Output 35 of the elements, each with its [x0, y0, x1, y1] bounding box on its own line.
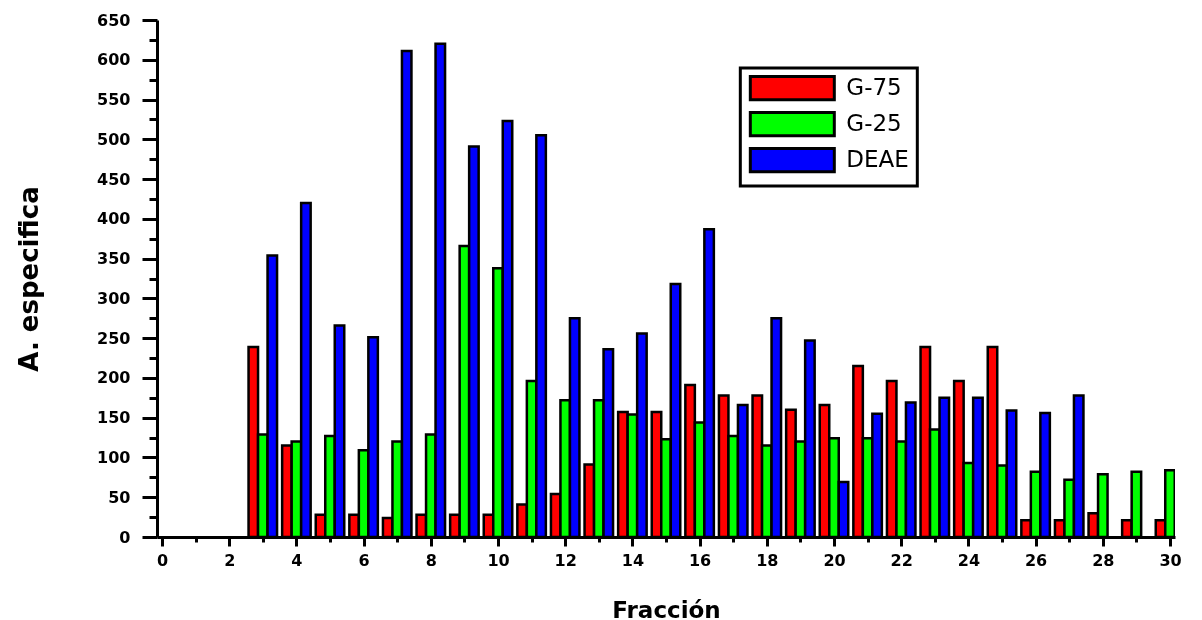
y-tick-label: 550 [97, 90, 131, 110]
x-tick-label: 6 [358, 550, 370, 570]
y-tick-label: 500 [97, 129, 131, 149]
y-tick-label: 650 [97, 10, 131, 30]
x-tick-label: 0 [156, 550, 169, 570]
legend-label: DEAE [846, 146, 909, 173]
x-tick-label: 2 [224, 550, 236, 570]
legend-label: G-25 [846, 110, 902, 137]
y-tick-label: 150 [97, 408, 131, 428]
y-tick-label: 200 [97, 368, 131, 388]
y-tick-label: 400 [97, 209, 131, 229]
x-tick-label: 18 [756, 550, 779, 570]
x-tick-label: 4 [291, 550, 303, 570]
y-tick-label: 450 [97, 169, 131, 189]
x-tick-label: 22 [890, 550, 913, 570]
x-tick-label: 24 [957, 550, 981, 570]
x-tick-label: 12 [554, 550, 577, 570]
y-tick-label: 600 [97, 50, 131, 70]
y-tick-label: 50 [108, 487, 131, 507]
y-tick-label: 250 [97, 328, 131, 348]
x-tick-label: 28 [1092, 550, 1115, 570]
y-tick-label: 0 [119, 527, 131, 547]
legend-label: G-75 [846, 74, 902, 101]
x-tick-label: 10 [487, 550, 510, 570]
x-tick-label: 14 [621, 550, 645, 570]
x-tick-label: 20 [823, 550, 846, 570]
y-axis-title: A. especifica [14, 186, 45, 372]
y-tick-label: 350 [97, 249, 131, 269]
x-tick-label: 8 [425, 550, 437, 570]
x-tick-label: 26 [1024, 550, 1048, 570]
x-axis-title: Fracción [612, 596, 721, 620]
x-tick-label: 30 [1159, 550, 1182, 570]
y-tick-label: 100 [97, 447, 131, 467]
x-tick-label: 16 [688, 550, 712, 570]
y-tick-label: 300 [97, 288, 131, 308]
